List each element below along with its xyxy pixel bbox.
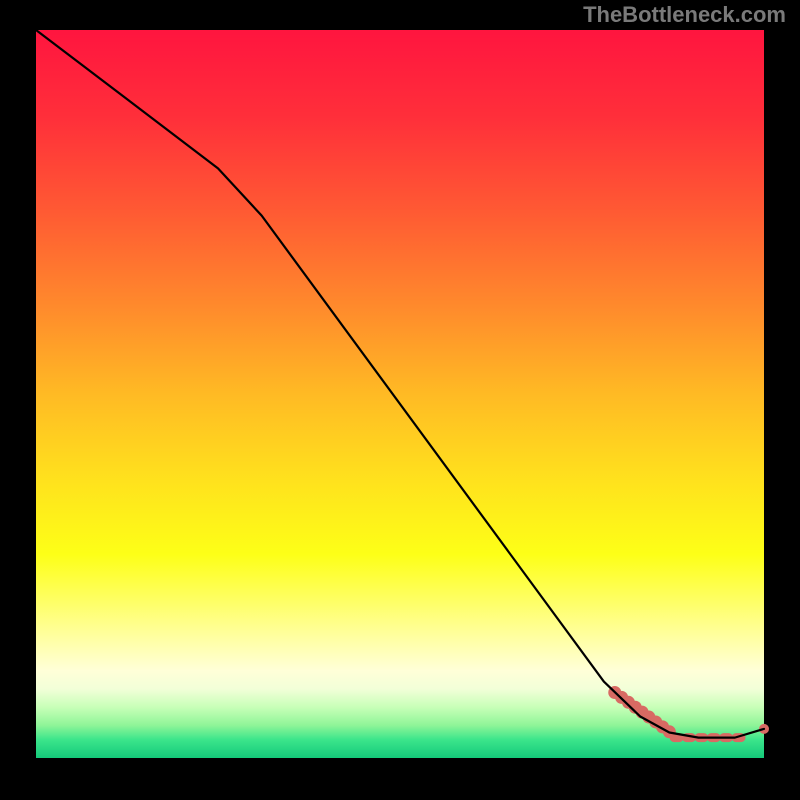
chart-frame: TheBottleneck.com <box>0 0 800 800</box>
chart-svg <box>0 0 800 800</box>
plot-background <box>36 30 764 758</box>
